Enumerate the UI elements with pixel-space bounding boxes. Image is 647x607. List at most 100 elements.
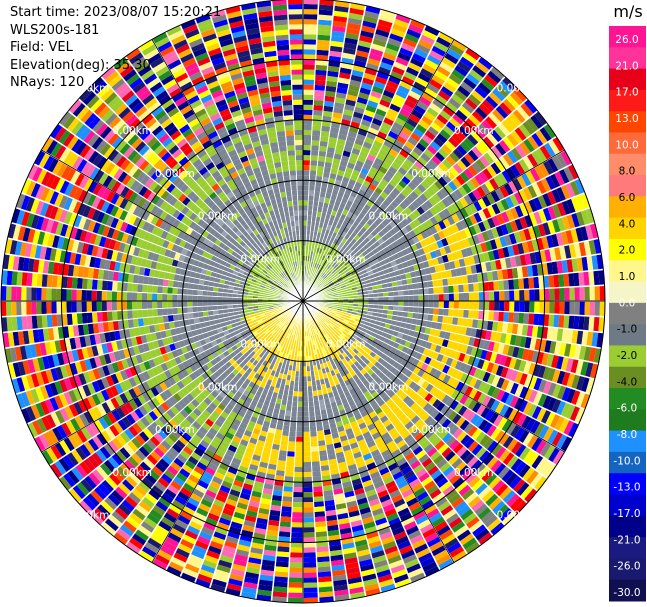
- velocity-gate: [398, 180, 408, 189]
- velocity-gate: [466, 73, 480, 86]
- velocity-gate: [282, 430, 289, 437]
- velocity-gate: [303, 557, 316, 563]
- velocity-gate: [286, 456, 295, 462]
- velocity-gate: [547, 397, 557, 411]
- velocity-gate: [570, 180, 580, 196]
- velocity-gate: [463, 301, 470, 310]
- velocity-gate: [446, 77, 460, 89]
- velocity-gate: [575, 195, 586, 211]
- velocity-gate: [303, 69, 315, 75]
- velocity-gate: [420, 152, 431, 163]
- velocity-gate: [322, 267, 327, 273]
- velocity-gate: [359, 87, 371, 95]
- velocity-gate: [303, 89, 314, 95]
- velocity-gate: [328, 253, 333, 259]
- velocity-gate: [417, 156, 428, 166]
- velocity-gate: [303, 406, 309, 412]
- velocity-gate: [460, 434, 471, 446]
- velocity-gate: [337, 82, 349, 90]
- velocity-gate: [493, 414, 504, 427]
- velocity-gate: [354, 318, 361, 323]
- velocity-gate: [524, 337, 532, 349]
- velocity-gate: [322, 176, 329, 183]
- velocity-gate: [415, 396, 424, 406]
- velocity-gate: [406, 335, 413, 343]
- velocity-gate: [303, 109, 313, 115]
- velocity-gate: [370, 365, 378, 372]
- velocity-gate: [378, 19, 393, 28]
- velocity-gate: [482, 207, 492, 219]
- velocity-gate: [468, 203, 478, 214]
- velocity-gate: [362, 307, 369, 312]
- velocity-gate: [487, 149, 499, 162]
- velocity-gate: [539, 289, 545, 301]
- velocity-gate: [348, 295, 354, 299]
- velocity-gate: [294, 381, 299, 387]
- velocity-gate: [323, 171, 330, 178]
- velocity-gate: [360, 82, 373, 91]
- velocity-gate: [470, 264, 477, 274]
- velocity-gate: [363, 15, 378, 24]
- velocity-gate: [501, 119, 514, 133]
- velocity-gate: [416, 276, 423, 283]
- velocity-gate: [491, 363, 500, 375]
- velocity-gate: [571, 258, 579, 272]
- velocity-gate: [323, 261, 328, 268]
- velocity-gate: [314, 252, 319, 258]
- velocity-gate: [353, 295, 359, 299]
- velocity-gate: [315, 175, 323, 182]
- velocity-gate: [367, 311, 373, 316]
- velocity-gate: [559, 418, 570, 433]
- velocity-gate: [440, 86, 454, 97]
- velocity-gate: [529, 337, 537, 350]
- velocity-gate: [491, 215, 501, 227]
- velocity-gate: [533, 225, 542, 238]
- velocity-gate: [524, 289, 530, 301]
- velocity-gate: [342, 275, 348, 281]
- velocity-gate: [406, 95, 419, 105]
- velocity-gate: [307, 210, 313, 216]
- velocity-gate: [326, 308, 332, 312]
- velocity-gate: [460, 383, 469, 394]
- velocity-gate: [303, 441, 311, 447]
- velocity-gate: [386, 80, 399, 90]
- velocity-gate: [343, 268, 350, 274]
- velocity-gate: [330, 248, 336, 255]
- velocity-gate: [507, 150, 518, 164]
- velocity-gate: [364, 263, 371, 269]
- velocity-gate: [417, 282, 424, 289]
- velocity-gate: [364, 10, 380, 19]
- velocity-gate: [347, 276, 354, 281]
- velocity-gate: [518, 189, 528, 203]
- velocity-gate: [292, 512, 303, 518]
- velocity-gate: [441, 394, 451, 405]
- velocity-gate: [400, 359, 408, 367]
- velocity-gate: [439, 263, 446, 272]
- velocity-gate: [462, 408, 472, 419]
- velocity-gate: [444, 245, 452, 254]
- velocity-gate: [455, 200, 464, 210]
- velocity-gate: [580, 361, 589, 376]
- velocity-gate: [343, 227, 350, 234]
- velocity-gate: [513, 358, 522, 371]
- velocity-gate: [537, 365, 546, 379]
- velocity-gate: [388, 75, 401, 85]
- velocity-gate: [404, 99, 416, 109]
- velocity-gate: [401, 248, 409, 256]
- velocity-gate: [563, 315, 570, 329]
- velocity-gate: [445, 357, 454, 367]
- velocity-gate: [506, 167, 517, 180]
- velocity-gate: [384, 323, 391, 329]
- velocity-gate: [477, 123, 490, 136]
- velocity-gate: [544, 340, 552, 353]
- velocity-gate: [364, 158, 374, 167]
- velocity-gate: [416, 100, 429, 111]
- velocity-gate: [357, 306, 364, 311]
- velocity-gate: [310, 272, 314, 278]
- velocity-gate: [384, 207, 392, 216]
- velocity-gate: [317, 258, 322, 265]
- velocity-gate: [420, 254, 428, 262]
- velocity-gate: [360, 167, 369, 176]
- velocity-gate: [401, 42, 415, 53]
- velocity-gate: [322, 282, 328, 287]
